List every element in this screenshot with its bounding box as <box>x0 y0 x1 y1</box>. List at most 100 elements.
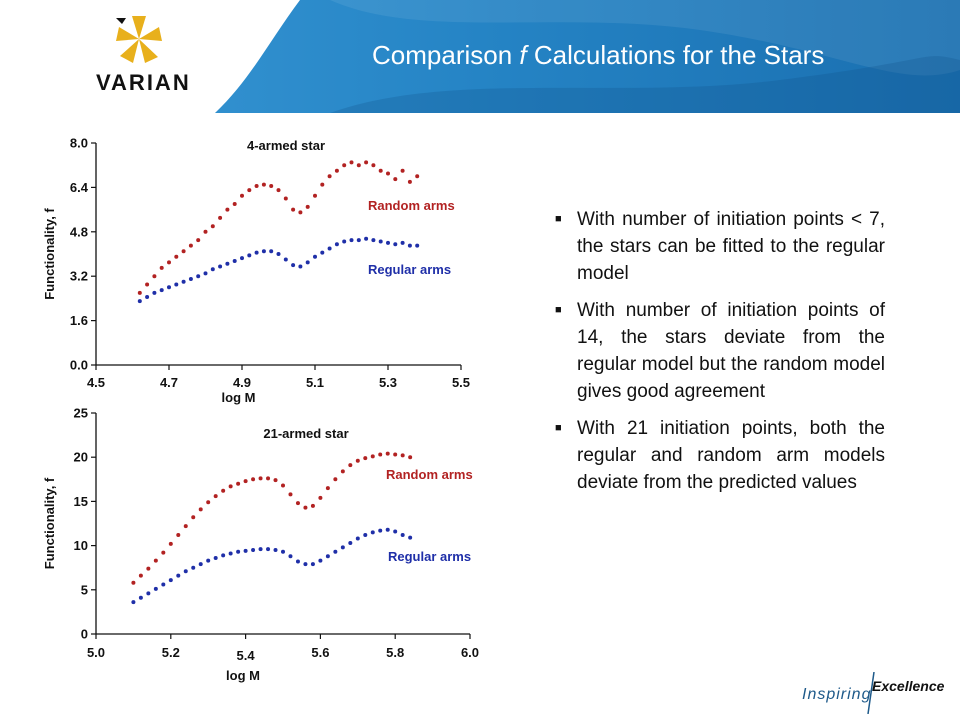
data-point-random <box>176 532 181 537</box>
logo-wordmark: VARIAN <box>96 70 191 95</box>
data-point-regular <box>221 553 226 558</box>
data-point-regular <box>161 582 166 587</box>
data-point-regular <box>247 253 252 258</box>
data-point-random <box>276 188 281 193</box>
data-point-random <box>168 541 173 546</box>
data-point-random <box>342 163 347 168</box>
y-tick-label: 3.2 <box>70 269 88 284</box>
data-point-random <box>258 476 263 481</box>
x-tick-label: 5.8 <box>386 645 404 660</box>
data-point-random <box>232 202 237 207</box>
data-point-random <box>348 463 353 468</box>
chart-21-armed-star-svg: 0 5 10 15 20 25 5.0 5.2 5.4 5.6 5.8 6.0 log M Functio… <box>42 406 479 684</box>
data-point-regular <box>333 549 338 554</box>
data-point-random <box>295 501 300 506</box>
x-tick-label: 5.3 <box>379 375 397 390</box>
data-point-regular <box>288 554 293 559</box>
data-point-random <box>333 477 338 482</box>
data-point-regular <box>407 243 412 248</box>
series-label-regular: Regular arms <box>368 262 451 277</box>
y-tick-label: 0 <box>81 627 88 642</box>
data-point-regular <box>266 547 271 552</box>
bullet-list: ■ With number of initiation points < 7, … <box>555 206 885 506</box>
y-tick-label: 25 <box>74 406 88 421</box>
data-point-random <box>213 494 218 499</box>
data-point-regular <box>342 239 347 244</box>
data-point-regular <box>281 549 285 554</box>
data-point-regular <box>320 250 325 255</box>
data-point-regular <box>370 530 375 535</box>
data-point-random <box>152 274 157 279</box>
chart-21-armed-star: 0 5 10 15 20 25 5.0 5.2 5.4 5.6 5.8 6.0 log M Functio… <box>38 400 488 685</box>
data-point-random <box>305 204 310 209</box>
footer-excellence: Excellence <box>872 678 945 694</box>
data-point-random <box>210 224 215 229</box>
data-point-regular <box>188 276 193 281</box>
title-prefix: Comparison <box>372 40 520 70</box>
data-point-random <box>385 451 390 456</box>
data-point-random <box>221 488 226 493</box>
data-point-regular <box>298 264 303 269</box>
data-point-random <box>228 484 233 489</box>
x-tick-label: 5.5 <box>452 375 470 390</box>
data-point-regular <box>236 549 241 554</box>
data-point-regular <box>146 591 151 596</box>
data-point-regular <box>181 279 186 284</box>
slide-header: VARIAN Comparison f Calculations for the… <box>0 0 960 113</box>
data-point-random <box>161 550 166 555</box>
data-point-random <box>236 481 241 486</box>
data-point-regular <box>364 236 369 241</box>
data-point-regular <box>295 559 300 564</box>
data-point-random <box>283 196 288 201</box>
data-point-regular <box>243 548 248 553</box>
y-tick-label: 1.6 <box>70 313 88 328</box>
y-tick-label: 0.0 <box>70 358 88 373</box>
data-point-regular <box>254 250 259 255</box>
data-point-random <box>137 290 142 295</box>
data-point-random <box>167 260 171 265</box>
title-suffix: Calculations for the Stars <box>526 40 825 70</box>
data-point-regular <box>340 545 345 550</box>
data-point-random <box>153 558 158 563</box>
data-point-random <box>407 179 412 184</box>
data-point-regular <box>218 264 223 269</box>
x-tick-label: 6.0 <box>461 645 479 660</box>
data-point-random <box>218 215 223 220</box>
data-point-regular <box>313 254 317 259</box>
x-tick-label: 5.4 <box>237 648 256 663</box>
data-point-regular <box>393 242 398 247</box>
y-tick-label: 4.8 <box>70 224 88 239</box>
x-tick-label: 4.5 <box>87 375 105 390</box>
data-point-regular <box>232 258 237 263</box>
data-point-regular <box>400 532 405 537</box>
data-point-regular <box>348 540 353 545</box>
data-point-random <box>393 177 398 182</box>
data-point-random <box>269 184 274 189</box>
data-point-regular <box>269 249 274 254</box>
data-point-random <box>400 168 405 173</box>
data-point-random <box>378 168 383 173</box>
data-point-random <box>288 492 293 497</box>
data-point-random <box>145 282 150 287</box>
data-point-random <box>393 452 398 457</box>
data-point-regular <box>415 243 420 248</box>
bullet-item-2: ■ With number of initiation points of 14… <box>555 297 885 405</box>
data-point-regular <box>371 238 376 243</box>
data-point-random <box>318 495 323 500</box>
data-point-random <box>400 453 405 458</box>
data-point-regular <box>318 558 323 563</box>
chart-title: 21-armed star <box>263 426 348 441</box>
data-point-regular <box>276 252 281 256</box>
data-point-random <box>225 207 230 212</box>
data-point-random <box>298 210 303 215</box>
data-point-random <box>386 171 390 176</box>
y-tick-label: 8.0 <box>70 136 88 151</box>
data-point-regular <box>258 547 263 552</box>
series-label-random: Random arms <box>368 198 455 213</box>
y-tick-label: 6.4 <box>70 180 89 195</box>
data-point-random <box>196 238 201 243</box>
data-point-random <box>355 458 360 463</box>
data-point-regular <box>349 238 354 243</box>
data-point-regular <box>168 578 173 583</box>
data-point-regular <box>400 240 405 245</box>
